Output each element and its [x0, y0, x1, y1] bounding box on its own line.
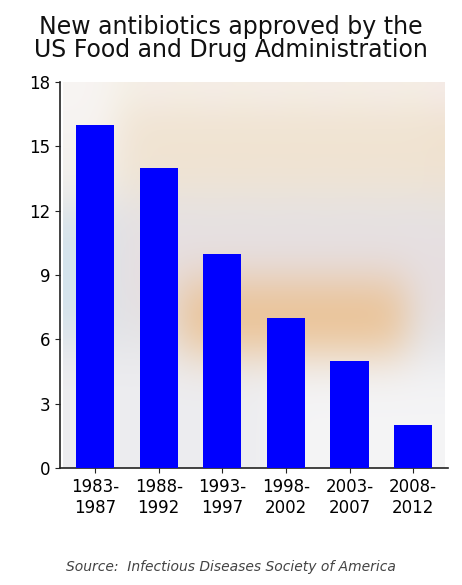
Bar	[394, 425, 432, 468]
Bar	[76, 125, 114, 468]
Text: US Food and Drug Administration: US Food and Drug Administration	[34, 38, 428, 62]
Text: Source:  Infectious Diseases Society of America: Source: Infectious Diseases Society of A…	[66, 560, 396, 574]
Bar	[203, 253, 241, 468]
Bar	[267, 318, 305, 468]
Bar	[140, 168, 178, 468]
Text: New antibiotics approved by the: New antibiotics approved by the	[39, 15, 423, 39]
Bar	[330, 361, 369, 468]
